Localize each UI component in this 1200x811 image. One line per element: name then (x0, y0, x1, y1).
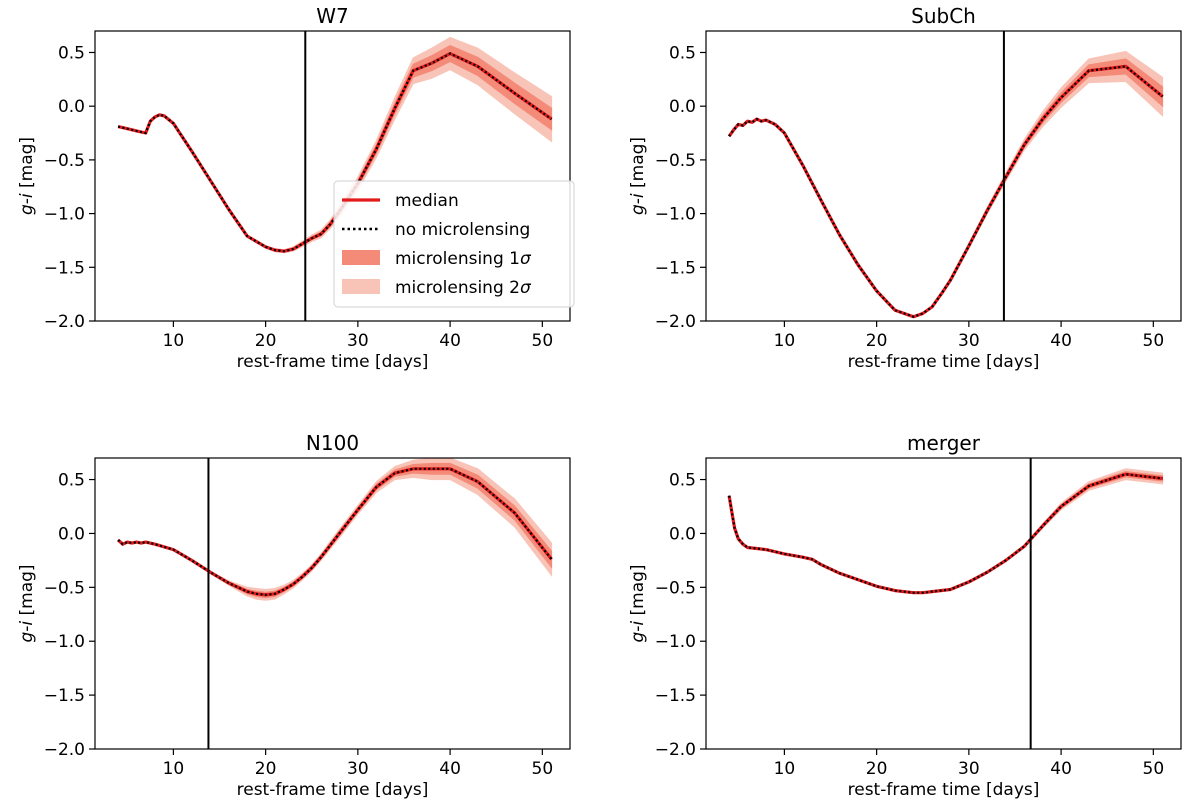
x-tick-label: 20 (255, 331, 277, 351)
y-axis-label: g-i [mag] (17, 564, 37, 642)
y-tick-label: 0.0 (58, 524, 85, 544)
x-tick-label: 40 (439, 759, 461, 779)
y-tick-label: −2.0 (44, 740, 85, 760)
axes-frame (94, 30, 571, 322)
x-tick-label: 50 (1143, 759, 1165, 779)
x-tick-label: 40 (439, 331, 461, 351)
legend-label: median (395, 191, 459, 211)
y-axis-label-variable: g-i (17, 193, 37, 215)
y-tick-label: −1.5 (655, 258, 696, 278)
y-tick-label: −0.5 (44, 578, 85, 598)
plot-area (117, 31, 553, 321)
x-axis-label: rest-frame time [days] (237, 780, 429, 800)
legend-label-text: microlensing 1 (395, 249, 520, 269)
no-microlensing-line (117, 52, 553, 253)
y-tick-label: 0.5 (58, 43, 85, 63)
x-tick-label: 50 (1143, 331, 1165, 351)
y-tick-label: 0.0 (58, 97, 85, 117)
y-axis-label-unit: [mag] (628, 564, 648, 620)
x-tick-label: 20 (866, 759, 888, 779)
legend-label: microlensing 2σ (395, 278, 532, 298)
y-tick-label: −1.5 (44, 258, 85, 278)
panel-title: merger (907, 431, 981, 455)
legend-band-1sigma-handle (342, 250, 380, 265)
x-tick-label: 10 (774, 331, 796, 351)
y-tick-label: −0.5 (655, 578, 696, 598)
y-axis-label-unit: [mag] (628, 137, 648, 193)
y-axis-label-unit: [mag] (17, 137, 37, 193)
panel-title: SubCh (911, 4, 976, 28)
plot-area (727, 31, 1164, 321)
panel-title: N100 (306, 431, 359, 455)
y-axis-label: g-i [mag] (628, 564, 648, 642)
x-tick-label: 10 (774, 759, 796, 779)
panel-subch: 10 20 30 40 50 0.5 0.0 −0.5 −1.0 −1.5 −2.0 SubCh res… (628, 4, 1182, 372)
panel-w7: 10 20 30 40 50 0.5 0.0 −0.5 −1.0 −1.5 −2.0 W7 rest-f… (17, 4, 571, 372)
x-tick-label: 40 (1050, 331, 1072, 351)
y-tick-label: −1.0 (655, 632, 696, 652)
legend-label: no microlensing (395, 220, 530, 240)
x-axis-label: rest-frame time [days] (848, 352, 1040, 372)
no-microlensing-line (728, 65, 1164, 318)
legend-label-symbol: σ (520, 249, 532, 269)
y-tick-label: −2.0 (655, 312, 696, 332)
x-tick-label: 10 (163, 331, 185, 351)
y-tick-label: −2.0 (44, 312, 85, 332)
x-tick-label: 50 (532, 759, 554, 779)
y-tick-label: −1.5 (44, 686, 85, 706)
y-tick-label: 0.5 (669, 471, 696, 491)
axes-frame (705, 457, 1182, 750)
y-axis-label-variable: g-i (628, 193, 648, 215)
legend-box (333, 180, 575, 308)
x-tick-label: 30 (958, 331, 980, 351)
y-axis-label: g-i [mag] (17, 137, 37, 215)
y-tick-label: −0.5 (655, 151, 696, 171)
y-tick-label: −0.5 (44, 151, 85, 171)
legend-label-text: microlensing 2 (395, 278, 520, 298)
y-tick-label: −1.0 (44, 632, 85, 652)
x-tick-label: 20 (866, 331, 888, 351)
no-microlensing-line (728, 473, 1163, 594)
x-tick-label: 30 (347, 759, 369, 779)
panel-title: W7 (316, 4, 349, 28)
axes-frame (94, 457, 571, 750)
y-axis-label-variable: g-i (17, 621, 37, 643)
x-tick-label: 20 (255, 759, 277, 779)
plot-area (727, 458, 1164, 749)
legend-label: microlensing 1σ (395, 249, 532, 269)
panels-group: 10 20 30 40 50 0.5 0.0 −0.5 −1.0 −1.5 −2.0 W7 rest-f… (17, 4, 1182, 800)
axes-frame (705, 30, 1182, 322)
y-tick-label: −1.0 (44, 205, 85, 225)
x-tick-label: 40 (1050, 759, 1072, 779)
y-axis-label-variable: g-i (628, 621, 648, 643)
x-axis-label: rest-frame time [days] (848, 780, 1040, 800)
no-microlensing-line (117, 467, 553, 597)
y-tick-label: −1.0 (655, 205, 696, 225)
y-tick-label: −2.0 (655, 740, 696, 760)
legend-band-2sigma-handle (342, 279, 380, 294)
panel-n100: 10 20 30 40 50 0.5 0.0 −0.5 −1.0 −1.5 −2.0 N100 rest… (17, 431, 571, 800)
plot-area (117, 458, 553, 749)
y-axis-label-unit: [mag] (17, 564, 37, 620)
y-tick-label: 0.5 (58, 471, 85, 491)
panel-merger: 10 20 30 40 50 0.5 0.0 −0.5 −1.0 −1.5 −2.0 merger re… (628, 431, 1182, 800)
y-tick-label: 0.0 (669, 97, 696, 117)
y-tick-label: 0.5 (669, 43, 696, 63)
x-tick-label: 30 (958, 759, 980, 779)
y-axis-label: g-i [mag] (628, 137, 648, 215)
x-tick-label: 30 (347, 331, 369, 351)
legend-label-symbol: σ (520, 278, 532, 298)
x-tick-label: 50 (532, 331, 554, 351)
x-tick-label: 10 (163, 759, 185, 779)
y-tick-label: 0.0 (669, 524, 696, 544)
x-axis-label: rest-frame time [days] (237, 352, 429, 372)
y-tick-label: −1.5 (655, 686, 696, 706)
